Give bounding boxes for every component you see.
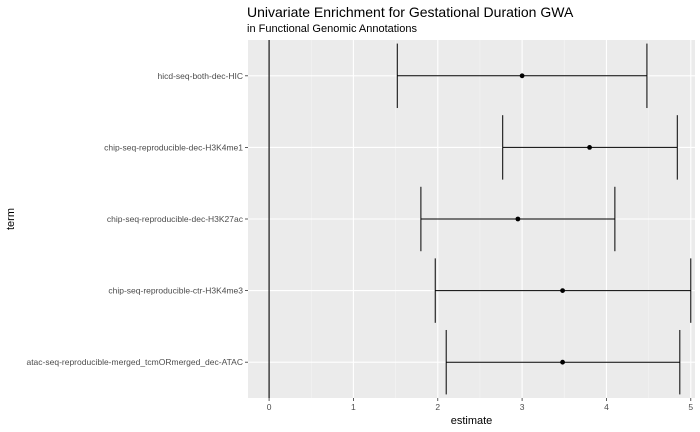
chart-subtitle: in Functional Genomic Annotations [247,23,417,35]
marks-layer [268,40,692,398]
y-tick-label: atac-seq-reproducible-merged_tcmORmerged… [26,357,243,367]
y-tick-label: chip-seq-reproducible-dec-H3K4me1 [104,142,243,152]
estimate-point [519,73,525,79]
x-tick-label: 4 [604,402,609,412]
x-tick-label: 1 [351,402,356,412]
y-tick-label: hicd-seq-both-dec-HIC [157,71,243,81]
x-tick-label: 3 [520,402,525,412]
x-tick-label: 0 [267,402,272,412]
y-tick-label: chip-seq-reproducible-dec-H3K27ac [107,214,244,224]
x-axis-title: estimate [451,415,493,427]
estimate-point [515,216,521,222]
chart-title: Univariate Enrichment for Gestational Du… [247,4,574,20]
y-tick-label: chip-seq-reproducible-ctr-H3K4me3 [108,286,243,296]
estimate-point [587,145,592,150]
x-tick-label: 2 [435,402,440,412]
y-axis-title: term [5,208,17,230]
y-axis: hicd-seq-both-dec-HIC chip-seq-reproducib… [26,71,248,367]
x-axis: 0 1 2 3 4 5 [267,398,693,412]
x-tick-label: 5 [688,402,693,412]
estimate-point [560,359,565,365]
estimate-point [560,288,565,293]
